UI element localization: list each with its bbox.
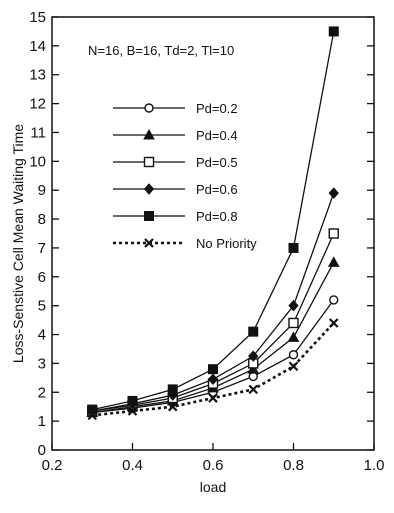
data-point <box>328 187 339 199</box>
x-tick-label: 0.8 <box>283 457 304 474</box>
data-point <box>143 156 155 168</box>
series-pd-0-8 <box>87 26 339 415</box>
x-tick-label: 1.0 <box>364 457 385 474</box>
y-tick-label: 13 <box>29 67 46 84</box>
data-point <box>328 318 339 328</box>
legend-label: No Priority <box>196 236 257 251</box>
y-tick-label: 10 <box>29 153 46 170</box>
data-point <box>327 256 340 267</box>
y-tick-label: 14 <box>29 38 46 55</box>
data-point <box>288 361 299 372</box>
data-point <box>143 128 155 140</box>
data-series <box>86 26 340 421</box>
y-tick-label: 7 <box>38 240 46 257</box>
y-tick-label: 8 <box>38 211 46 228</box>
data-point <box>143 183 155 195</box>
legend-entry: Pd=0.2 <box>113 101 238 116</box>
x-tick-label: 0.4 <box>122 457 143 474</box>
y-tick-label: 11 <box>30 124 46 141</box>
y-tick-label: 6 <box>38 269 46 286</box>
data-point <box>288 299 299 312</box>
data-point <box>127 395 138 406</box>
y-tick-label: 5 <box>38 298 46 315</box>
x-tick-label: 0.6 <box>203 457 224 474</box>
data-point <box>207 373 219 386</box>
legend-label: Pd=0.8 <box>196 209 238 224</box>
legend-label: Pd=0.6 <box>196 182 238 197</box>
y-tick-label: 2 <box>38 384 46 401</box>
data-point <box>208 393 218 403</box>
data-point <box>87 410 98 421</box>
data-point <box>248 326 259 337</box>
legend-entry: Pd=0.6 <box>113 182 238 197</box>
legend-entry: No Priority <box>113 236 257 251</box>
y-tick-label: 3 <box>38 355 46 372</box>
legend-entry: Pd=0.4 <box>113 128 238 143</box>
y-tick-label: 1 <box>38 413 46 430</box>
data-point <box>329 295 339 305</box>
series-no-priority <box>87 318 339 421</box>
data-point <box>144 103 154 113</box>
data-point <box>167 401 178 412</box>
legend-entry: Pd=0.5 <box>113 155 238 170</box>
y-tick-label: 15 <box>29 9 46 26</box>
data-point <box>328 228 339 239</box>
data-point <box>144 238 154 248</box>
legend-entry: Pd=0.8 <box>113 209 238 224</box>
legend: Pd=0.2 Pd=0.4 Pd=0.5 Pd=0.6 Pd=0.8 No Priorit… <box>113 101 257 251</box>
legend-label: Pd=0.2 <box>196 101 238 116</box>
data-point <box>328 26 339 37</box>
data-point <box>167 384 178 395</box>
series-pd-0-5 <box>87 228 339 417</box>
parameter-annotation: N=16, B=16, Td=2, Tl=10 <box>88 43 234 58</box>
data-point <box>288 350 299 360</box>
y-tick-label: 4 <box>38 327 46 344</box>
y-axis-label: Loss-Senstive Cell Mean Waiting Time <box>10 124 26 363</box>
y-tick-label: 9 <box>38 182 46 199</box>
data-point <box>248 350 259 362</box>
data-point <box>248 384 259 395</box>
data-point <box>287 331 300 342</box>
data-point <box>288 242 299 253</box>
y-tick-label: 0 <box>38 442 46 459</box>
data-point <box>288 317 299 329</box>
data-point <box>208 364 218 375</box>
legend-label: Pd=0.4 <box>196 128 238 143</box>
data-point <box>144 211 154 221</box>
x-tick-label: 0.2 <box>42 457 63 474</box>
data-point <box>127 406 138 416</box>
data-point <box>247 363 260 374</box>
y-tick-label: 12 <box>29 96 46 113</box>
x-axis-label: load <box>200 479 226 495</box>
legend-label: Pd=0.5 <box>196 155 238 170</box>
